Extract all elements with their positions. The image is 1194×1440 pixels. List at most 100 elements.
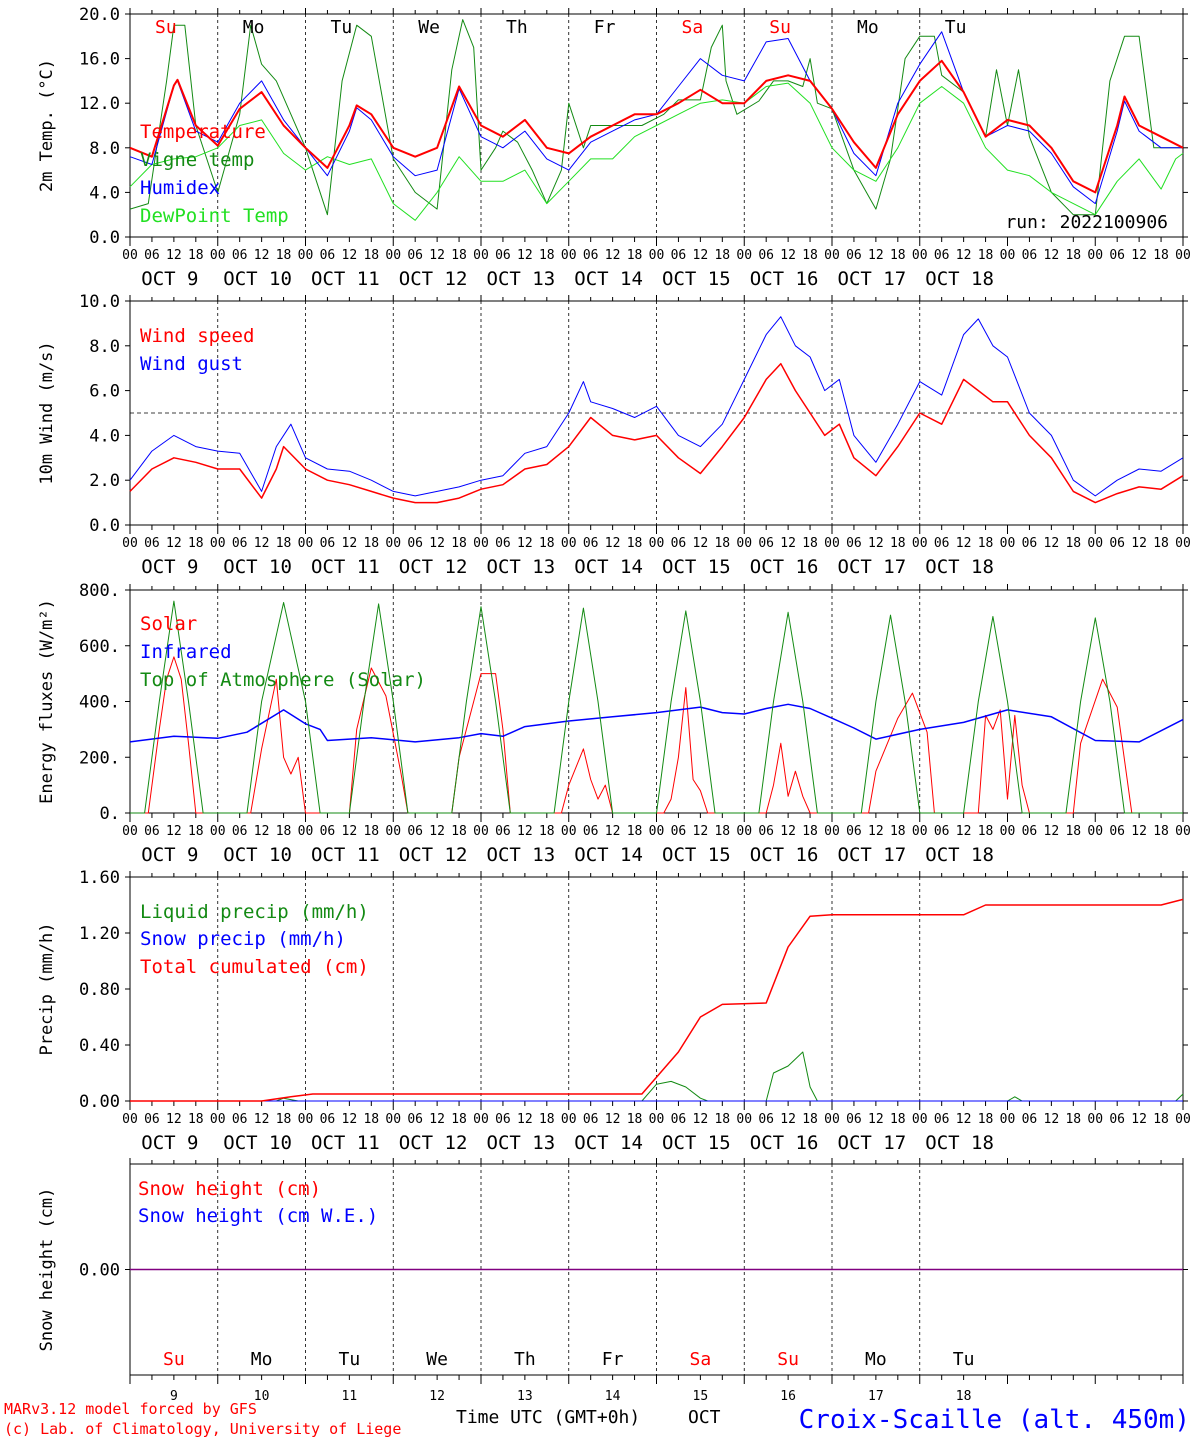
date-label: OCT 17 — [838, 1132, 907, 1154]
date-label: OCT 11 — [311, 268, 380, 290]
hour-tick-label: 12 — [342, 248, 358, 263]
hour-tick-label: 00 — [298, 536, 314, 551]
station-name: Croix-Scaille (alt. 450m) — [799, 1405, 1190, 1435]
hour-tick-label: 18 — [890, 536, 906, 551]
hour-tick-label: 18 — [978, 1112, 994, 1127]
hour-tick-label: 18 — [1065, 536, 1081, 551]
hour-tick-label: 12 — [780, 536, 796, 551]
hour-tick-label: 12 — [605, 1112, 621, 1127]
hour-tick-label: 06 — [407, 824, 423, 839]
hour-tick-label: 12 — [868, 1112, 884, 1127]
day-number-label: 12 — [429, 1389, 445, 1404]
hour-tick-label: 12 — [517, 536, 533, 551]
hour-tick-label: 06 — [758, 1112, 774, 1127]
legend-entry: Top of Atmosphere (Solar) — [140, 669, 426, 691]
hour-tick-label: 06 — [495, 824, 511, 839]
legend-entry: Infrared — [140, 641, 232, 663]
hour-tick-label: 00 — [824, 1112, 840, 1127]
panel-1 — [125, 8, 1188, 246]
legend-entry: Wind gust — [140, 353, 243, 375]
hour-tick-label: 06 — [144, 248, 160, 263]
hour-tick-label: 18 — [802, 248, 818, 263]
y-axis-label: Energy fluxes (W/m²) — [37, 599, 57, 804]
date-label: OCT 17 — [838, 556, 907, 578]
weekday-label-bottom: We — [426, 1349, 448, 1370]
hour-tick-label: 00 — [385, 536, 401, 551]
date-label: OCT 12 — [399, 268, 468, 290]
y-tick-label: 16.0 — [79, 50, 120, 70]
hour-tick-label: 06 — [320, 248, 336, 263]
series-line-blue — [129, 703, 1184, 743]
day-number-label: 18 — [956, 1389, 972, 1404]
hour-tick-label: 18 — [539, 536, 555, 551]
hour-tick-label: 00 — [210, 824, 226, 839]
hour-tick-label: 00 — [649, 248, 665, 263]
y-tick-label: 800. — [79, 581, 120, 601]
hour-tick-label: 18 — [539, 248, 555, 263]
series-line-red — [129, 362, 1184, 504]
hour-tick-label: 00 — [824, 536, 840, 551]
hour-tick-label: 12 — [780, 1112, 796, 1127]
hour-tick-label: 12 — [868, 536, 884, 551]
hour-tick-label: 06 — [934, 1112, 950, 1127]
weekday-label: Mo — [243, 17, 265, 38]
date-label: OCT 11 — [311, 1132, 380, 1154]
hour-tick-label: 18 — [363, 536, 379, 551]
date-label: OCT 18 — [925, 556, 994, 578]
hour-tick-label: 12 — [1044, 1112, 1060, 1127]
hour-tick-label: 06 — [407, 1112, 423, 1127]
weekday-label-bottom: Mo — [251, 1349, 273, 1370]
date-label: OCT 10 — [223, 844, 292, 866]
series-line-lightgreen — [129, 82, 1184, 221]
hour-tick-label: 18 — [451, 824, 467, 839]
hour-tick-label: 00 — [122, 536, 138, 551]
hour-tick-label: 06 — [232, 536, 248, 551]
date-label: OCT 14 — [574, 556, 643, 578]
hour-tick-label: 12 — [429, 248, 445, 263]
hour-tick-label: 00 — [561, 1112, 577, 1127]
panel-4 — [125, 871, 1188, 1110]
date-label: OCT 14 — [574, 844, 643, 866]
hour-tick-label: 12 — [342, 536, 358, 551]
date-label: OCT 10 — [223, 1132, 292, 1154]
hour-tick-label: 06 — [495, 1112, 511, 1127]
hour-tick-label: 18 — [627, 824, 643, 839]
lab-credit: (c) Lab. of Climatology, University of L… — [4, 1420, 401, 1438]
y-tick-label: 6.0 — [89, 382, 120, 402]
hour-tick-label: 12 — [342, 824, 358, 839]
hour-tick-label: 18 — [188, 248, 204, 263]
hour-tick-label: 00 — [736, 248, 752, 263]
panel-5 — [125, 1158, 1188, 1384]
hour-tick-label: 06 — [1022, 824, 1038, 839]
hour-tick-label: 18 — [978, 248, 994, 263]
hour-tick-label: 12 — [1131, 1112, 1147, 1127]
hour-tick-label: 12 — [956, 1112, 972, 1127]
date-label: OCT 9 — [141, 268, 198, 290]
hour-tick-label: 12 — [342, 1112, 358, 1127]
x-axis-label: Time UTC (GMT+0h) — [456, 1407, 640, 1428]
hour-tick-label: 18 — [276, 824, 292, 839]
hour-tick-label: 00 — [122, 824, 138, 839]
hour-tick-label: 00 — [824, 248, 840, 263]
date-label: OCT 10 — [223, 268, 292, 290]
hour-tick-label: 00 — [736, 824, 752, 839]
hour-tick-label: 18 — [978, 824, 994, 839]
hour-tick-label: 18 — [802, 824, 818, 839]
hour-tick-label: 00 — [561, 248, 577, 263]
hour-tick-label: 18 — [451, 536, 467, 551]
hour-tick-label: 12 — [868, 248, 884, 263]
hour-tick-label: 12 — [693, 248, 709, 263]
hour-tick-label: 18 — [714, 1112, 730, 1127]
date-label: OCT 12 — [399, 556, 468, 578]
hour-tick-label: 18 — [714, 248, 730, 263]
date-label: OCT 15 — [662, 556, 731, 578]
legend-entry: Total cumulated (cm) — [140, 956, 369, 978]
hour-tick-label: 18 — [188, 824, 204, 839]
hour-tick-label: 18 — [890, 824, 906, 839]
weekday-label-bottom: Sa — [690, 1349, 712, 1370]
hour-tick-label: 06 — [407, 248, 423, 263]
hour-tick-label: 00 — [561, 824, 577, 839]
y-tick-label: 10.0 — [79, 292, 120, 312]
hour-tick-label: 12 — [254, 248, 270, 263]
hour-tick-label: 06 — [934, 536, 950, 551]
